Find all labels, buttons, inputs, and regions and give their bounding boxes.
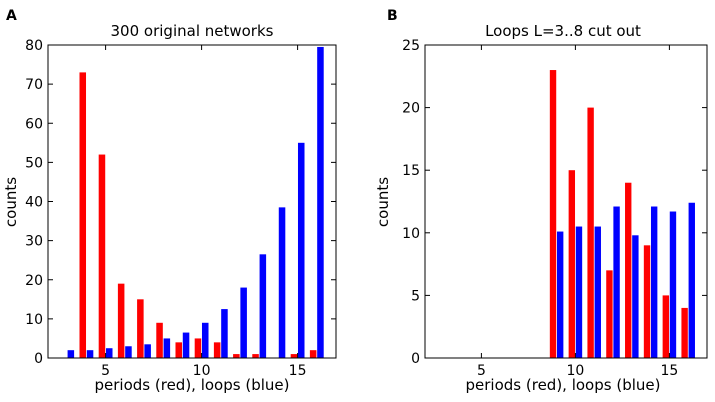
panel-b-axes-frame — [424, 44, 708, 359]
panel-a-bar-loop-10 — [201, 322, 209, 358]
panel-a-bar-period-6 — [117, 283, 125, 358]
panel-a-bar-period-7 — [137, 299, 144, 358]
panel-a-bar-loop-15 — [297, 142, 305, 358]
panel-b-xtick-label-5: 5 — [477, 363, 486, 379]
panel-b-ytick-label-20: 20 — [402, 101, 420, 117]
panel-a-bar-loop-6 — [125, 346, 132, 358]
panel-a-bar-period-9 — [175, 342, 183, 358]
panel-b-bar-period-12 — [606, 270, 613, 358]
panel-a-ylabel: counts — [2, 177, 20, 227]
panel-a-plot-area: 5 10 15 0 10 20 30 40 50 60 70 80 — [25, 38, 337, 379]
panel-b-bar-period-11 — [587, 107, 594, 358]
panel-b-plot-area: 5 10 15 0 5 10 15 20 25 — [402, 38, 708, 379]
panel-a-title: 300 original networks — [111, 22, 274, 40]
panel-a-bar-loop-4 — [86, 350, 94, 358]
panel-b-bar-loop-13 — [632, 235, 639, 358]
panel-b-bar-period-15 — [662, 295, 670, 358]
panel-a-ytick-label-60: 60 — [25, 116, 43, 132]
panel-a-ytick-label-40: 40 — [25, 195, 43, 211]
panel-a-bar-period-15 — [290, 354, 298, 358]
panel-b-bar-period-9 — [549, 70, 557, 358]
panel-a-bar-loop-8 — [163, 338, 171, 358]
panel-a-ytick-label-80: 80 — [25, 38, 43, 54]
panel-a-bar-period-12 — [233, 354, 240, 358]
panel-a-bar-loop-12 — [240, 287, 247, 358]
panel-b-xtick-label-10: 10 — [566, 363, 584, 379]
panel-b-bar-loop-16 — [688, 202, 695, 358]
panel-a-xlabel: periods (red), loops (blue) — [95, 376, 290, 394]
panel-a-xtick-label-5: 5 — [101, 363, 110, 379]
panel-a-letter: A — [6, 8, 17, 24]
panel-b-bar-period-13 — [625, 182, 632, 358]
panel-a-bar-period-5 — [98, 154, 106, 358]
panel-b-bar-loop-10 — [575, 226, 583, 358]
panel-b-bar-period-16 — [681, 307, 688, 358]
panel-a-axes-frame — [47, 44, 337, 359]
panel-b-ytick-label-10: 10 — [402, 226, 420, 242]
panel-b-ytick-label-5: 5 — [411, 288, 420, 304]
panel-a-bar-loop-13 — [259, 254, 267, 358]
panel-a-ytick-label-70: 70 — [25, 77, 43, 93]
panel-b-ytick-label-0: 0 — [411, 351, 420, 367]
panel-b-ylabel: counts — [374, 177, 392, 227]
panel-b-bar-loop-14 — [650, 206, 658, 358]
panel-a-bar-period-13 — [252, 354, 259, 358]
panel-a-bar-loop-14 — [278, 207, 286, 358]
panel-a-histogram: A 300 original networks periods (red), l… — [2, 8, 337, 394]
panel-a-bar-period-11 — [213, 342, 221, 358]
panel-b-ytick-label-25: 25 — [402, 38, 420, 54]
panel-a-bar-loop-5 — [105, 348, 113, 358]
panel-b-bar-period-10 — [568, 170, 576, 358]
panel-a-xtick-label-10: 10 — [193, 363, 211, 379]
panel-a-bar-loop-3 — [67, 350, 75, 358]
panel-a-bar-period-4 — [79, 72, 87, 358]
panel-b-bar-loop-12 — [613, 206, 620, 358]
panel-a-bar-loop-9 — [182, 332, 190, 358]
panel-a-ytick-label-30: 30 — [25, 234, 43, 250]
panel-a-ytick-label-0: 0 — [34, 351, 43, 367]
panel-b-title: Loops L=3..8 cut out — [485, 22, 641, 40]
panel-b-xlabel: periods (red), loops (blue) — [466, 376, 661, 394]
panel-b-bar-loop-11 — [594, 226, 601, 358]
panel-a-xtick-label-15: 15 — [289, 363, 307, 379]
panel-b-ytick-label-15: 15 — [402, 163, 420, 179]
panel-a-bar-period-10 — [194, 338, 202, 358]
panel-a-ytick-label-10: 10 — [25, 312, 43, 328]
panel-a-ytick-label-20: 20 — [25, 273, 43, 289]
panel-b-xtick-label-15: 15 — [660, 363, 678, 379]
panel-a-bar-loop-16 — [317, 46, 324, 359]
panel-b-bar-loop-15 — [669, 211, 677, 358]
panel-b-letter: B — [387, 8, 398, 24]
panel-b-bar-period-14 — [643, 245, 651, 358]
panel-a-bar-loop-7 — [144, 344, 151, 358]
panel-a-bar-loop-11 — [221, 309, 228, 358]
panel-a-bar-period-16 — [309, 350, 317, 358]
panel-b-histogram: B Loops L=3..8 cut out periods (red), lo… — [374, 8, 708, 394]
panel-b-bar-loop-9 — [556, 231, 564, 358]
panel-a-bar-period-8 — [156, 322, 163, 358]
panel-a-ytick-label-50: 50 — [25, 155, 43, 171]
